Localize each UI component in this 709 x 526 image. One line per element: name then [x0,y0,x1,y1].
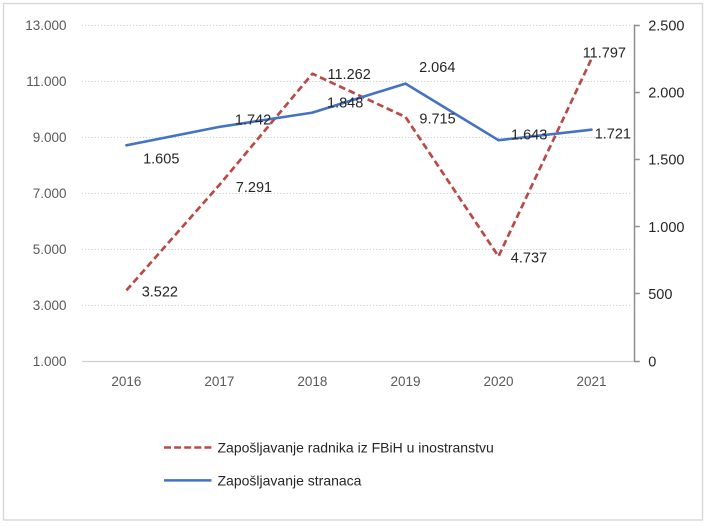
svg-text:1.500: 1.500 [648,153,684,169]
svg-text:1.742: 1.742 [235,112,271,128]
svg-text:2019: 2019 [390,374,420,389]
svg-text:1.848: 1.848 [327,95,363,111]
svg-text:2.500: 2.500 [648,18,684,34]
svg-text:9.715: 9.715 [419,111,455,127]
svg-text:Zapošljavanje radnika iz FBiH: Zapošljavanje radnika iz FBiH u inostran… [218,440,494,456]
svg-text:2.000: 2.000 [648,86,684,102]
svg-text:1.643: 1.643 [511,127,547,143]
svg-text:3.000: 3.000 [33,298,67,313]
svg-text:1.721: 1.721 [595,127,631,143]
svg-text:13.000: 13.000 [25,18,66,33]
svg-text:500: 500 [648,287,672,303]
svg-text:7.291: 7.291 [236,180,272,196]
svg-text:4.737: 4.737 [511,251,547,267]
svg-text:11.262: 11.262 [328,67,371,83]
svg-text:9.000: 9.000 [33,130,67,145]
svg-text:11.797: 11.797 [583,46,626,62]
svg-text:2020: 2020 [483,374,513,389]
svg-text:7.000: 7.000 [33,186,67,201]
svg-text:1.000: 1.000 [648,220,684,236]
svg-text:1.000: 1.000 [33,354,67,369]
svg-text:2017: 2017 [204,374,234,389]
svg-text:0: 0 [648,354,656,370]
svg-text:3.522: 3.522 [142,285,178,301]
svg-text:2.064: 2.064 [419,60,455,76]
svg-text:2018: 2018 [297,374,327,389]
svg-text:5.000: 5.000 [33,242,67,257]
svg-text:1.605: 1.605 [143,152,179,168]
svg-text:11.000: 11.000 [26,74,66,89]
svg-text:2021: 2021 [576,374,606,389]
svg-text:2016: 2016 [111,374,141,389]
svg-text:Zapošljavanje stranaca: Zapošljavanje stranaca [218,473,362,489]
